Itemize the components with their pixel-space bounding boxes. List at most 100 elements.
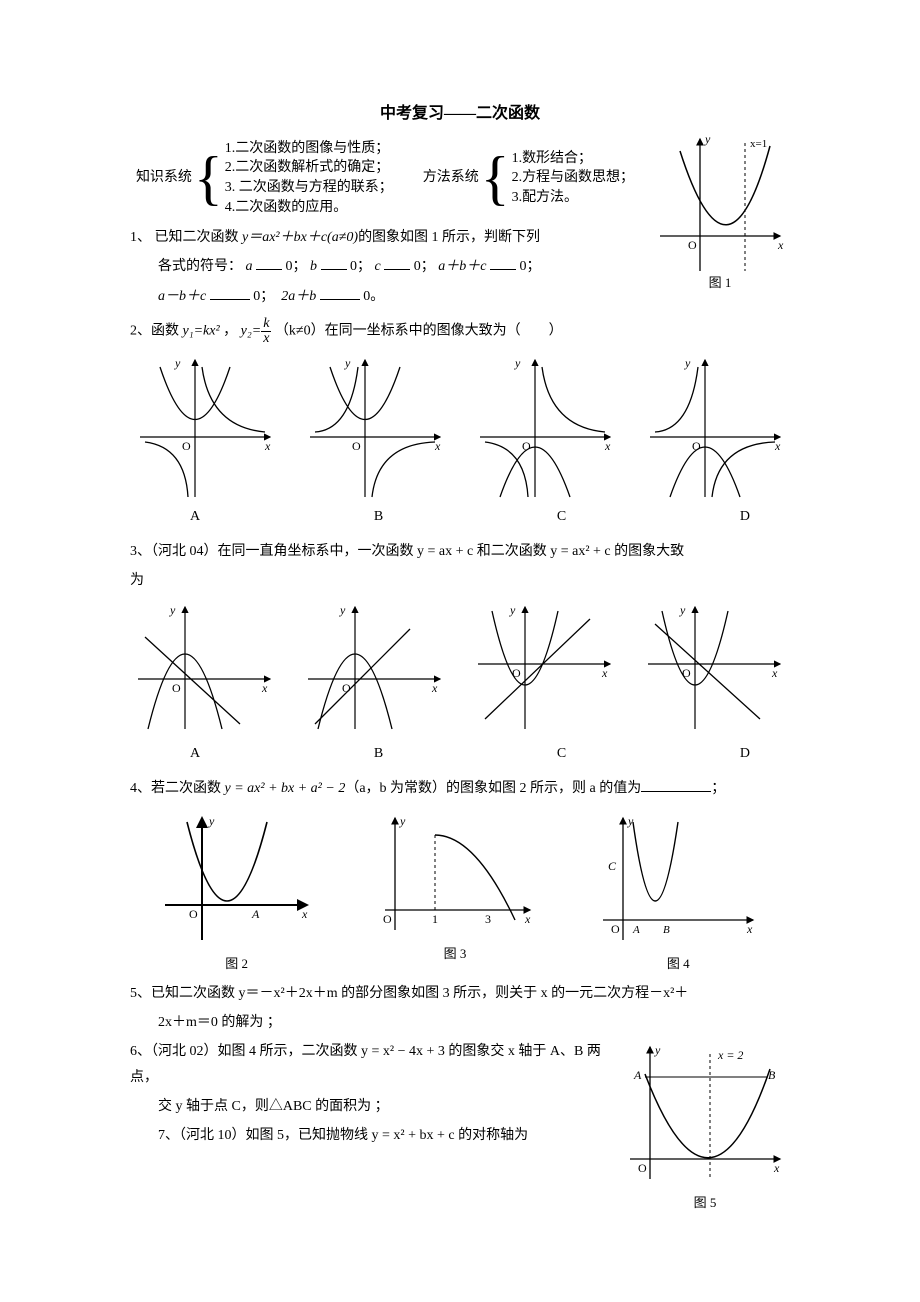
systems-row: 知识系统 { 1.二次函数的图像与性质； 2.二次函数解析式的确定； 3. 二次…	[130, 139, 640, 217]
blank[interactable]	[321, 255, 347, 270]
svg-text:y: y	[679, 603, 686, 617]
option-label: A	[190, 504, 200, 529]
blank[interactable]	[490, 255, 516, 270]
figure-2-caption: 图 2	[157, 952, 317, 975]
svg-text:B: B	[768, 1068, 776, 1082]
figure-1: y x O x=1	[650, 131, 790, 281]
svg-text:x=1: x=1	[750, 138, 767, 150]
figure-5-caption: 图 5	[620, 1191, 790, 1214]
svg-text:x: x	[773, 1161, 780, 1175]
q2-option-labels: A B C D	[130, 504, 790, 529]
q2-cond: （k≠0）在同一坐标系中的图像大致为（ ）	[275, 323, 563, 338]
svg-text:O: O	[342, 681, 351, 695]
svg-text:A: A	[632, 924, 640, 936]
fraction: kx	[261, 317, 271, 346]
figure-2: y x O A	[157, 810, 317, 950]
option-label: A	[190, 741, 200, 766]
brace-icon: {	[194, 148, 223, 208]
option-label: B	[374, 504, 383, 529]
option-label: B	[374, 741, 383, 766]
method-item: 1.数形结合；	[512, 149, 635, 169]
svg-text:O: O	[688, 238, 697, 252]
svg-text:O: O	[182, 439, 191, 453]
q2-option-d-graph: y x O	[640, 352, 790, 502]
svg-text:O: O	[512, 666, 521, 680]
svg-text:A: A	[633, 1068, 642, 1082]
svg-text:y: y	[654, 1043, 661, 1057]
svg-text:1: 1	[432, 912, 438, 926]
svg-text:O: O	[352, 439, 361, 453]
svg-text:O: O	[522, 439, 531, 453]
blank[interactable]	[384, 255, 410, 270]
q5-line2-text: 2x＋m＝0 的解为 ；	[158, 1015, 281, 1030]
q1-tail: 的图象如图 1 所示，判断下列	[358, 230, 540, 245]
brace-icon: {	[481, 148, 510, 208]
q3-option-d-graph: y x O	[640, 599, 790, 739]
q3-option-b-graph: y x O	[300, 599, 450, 739]
svg-text:O: O	[638, 1161, 647, 1175]
svg-text:x: x	[604, 439, 611, 453]
svg-text:y: y	[514, 356, 521, 370]
q2-options-row: y x O y x O y x O y x O	[130, 352, 790, 502]
svg-text:y: y	[627, 814, 634, 828]
svg-text:x: x	[524, 912, 531, 926]
svg-text:x: x	[264, 439, 271, 453]
svg-text:y: y	[344, 356, 351, 370]
knowledge-item: 3. 二次函数与方程的联系；	[225, 178, 393, 198]
method-label: 方法系统	[423, 165, 479, 190]
q1-line2a: 各式的符号：	[158, 259, 242, 274]
svg-text:C: C	[608, 859, 617, 873]
figure-3: y x O 1 3	[370, 810, 540, 940]
q3-options-row: y x O y x O y x O y x O	[130, 599, 790, 739]
question-3b: 为	[130, 568, 790, 593]
method-item: 2.方程与函数思想；	[512, 168, 635, 188]
question-2: 2、函数 y₁=kx² ， y₂=kx （k≠0）在同一坐标系中的图像大致为（ …	[130, 317, 790, 346]
q2-prefix: 2、函数	[130, 323, 183, 338]
svg-text:y: y	[169, 603, 176, 617]
svg-text:O: O	[611, 922, 620, 936]
svg-text:3: 3	[485, 912, 491, 926]
svg-text:O: O	[189, 907, 198, 921]
figure-3-caption: 图 3	[370, 942, 540, 965]
q3-option-a-graph: y x O	[130, 599, 280, 739]
q2-f2a: y₂=	[241, 323, 262, 338]
blank[interactable]	[256, 255, 282, 270]
method-system: 方法系统 { 1.数形结合； 2.方程与函数思想； 3.配方法。	[423, 139, 634, 217]
svg-text:y: y	[174, 356, 181, 370]
blank[interactable]	[210, 285, 250, 300]
svg-text:x: x	[774, 439, 781, 453]
q2-sep: ，	[220, 323, 241, 338]
figure-5: y x O A B x = 2	[620, 1039, 790, 1189]
svg-text:y: y	[339, 603, 346, 617]
svg-text:x: x	[777, 238, 784, 252]
svg-text:x: x	[601, 666, 608, 680]
option-label: C	[557, 504, 566, 529]
svg-text:x: x	[261, 681, 268, 695]
svg-text:y: y	[684, 356, 691, 370]
q1-prefix: 1、 已知二次函数	[130, 230, 242, 245]
q2-option-a-graph: y x O	[130, 352, 280, 502]
svg-text:B: B	[663, 924, 670, 936]
svg-text:y: y	[399, 814, 406, 828]
figure-1-caption: 图 1	[650, 271, 790, 294]
svg-text:O: O	[692, 439, 701, 453]
q4-pre: 4、若二次函数	[130, 781, 225, 796]
q4-tail: ；	[711, 781, 725, 796]
svg-text:x = 2: x = 2	[717, 1048, 743, 1062]
svg-text:A: A	[251, 907, 260, 921]
page-title: 中考复习——二次函数	[130, 100, 790, 129]
svg-text:x: x	[434, 439, 441, 453]
question-5-line2: 2x＋m＝0 的解为 ；	[130, 1010, 790, 1035]
svg-text:x: x	[431, 681, 438, 695]
figure-4: y x O A B C	[593, 810, 763, 950]
q4-formula: y = ax² + bx + a² − 2	[225, 781, 346, 796]
knowledge-label: 知识系统	[136, 165, 192, 190]
knowledge-item: 4.二次函数的应用。	[225, 198, 393, 218]
q2-option-b-graph: y x O	[300, 352, 450, 502]
q2-f1: y₁=kx²	[183, 323, 220, 338]
q4-mid: （a，b 为常数）的图象如图 2 所示，则 a 的值为	[345, 781, 641, 796]
svg-text:O: O	[383, 912, 392, 926]
blank[interactable]	[320, 285, 360, 300]
option-label: D	[740, 504, 750, 529]
blank[interactable]	[641, 777, 711, 792]
